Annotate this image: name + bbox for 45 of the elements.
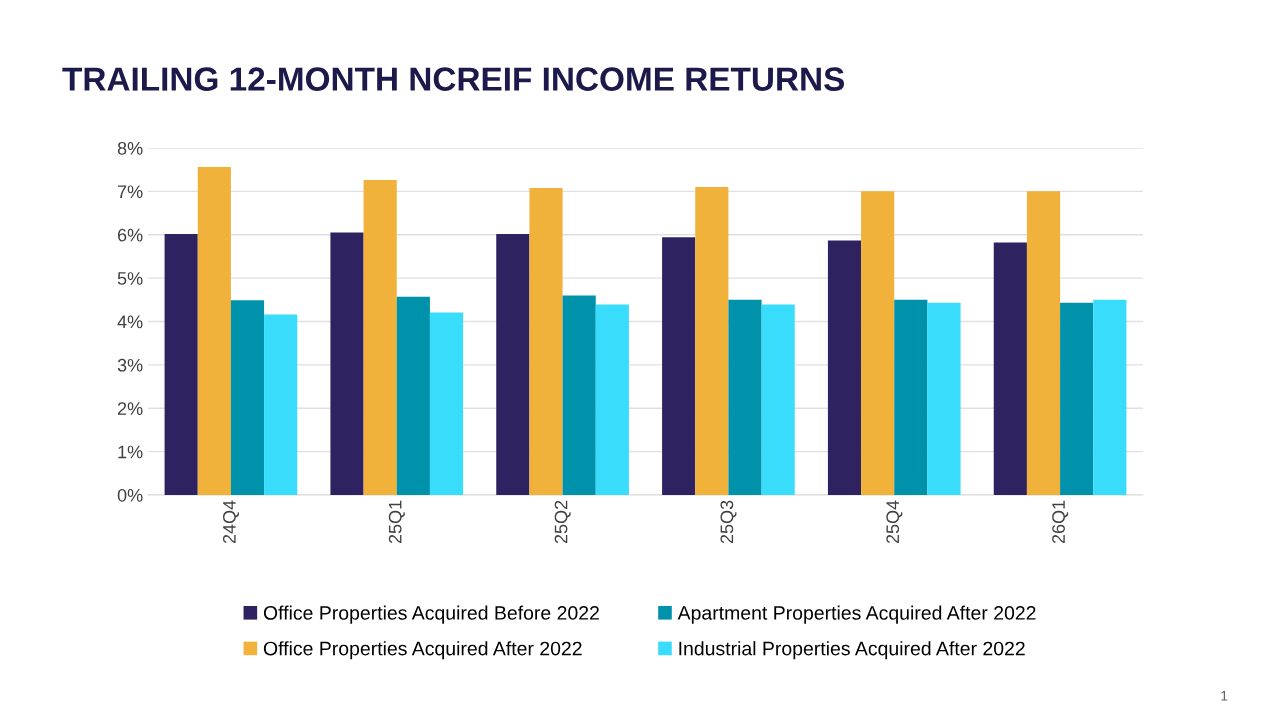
y-tick-label: 7% <box>117 185 143 199</box>
bar <box>164 233 198 495</box>
x-tick-label: 25Q2 <box>554 500 571 544</box>
bar <box>662 237 696 495</box>
y-tick-label: 4% <box>117 315 143 329</box>
bar <box>529 187 563 495</box>
bar <box>695 187 729 495</box>
bar <box>396 296 430 495</box>
x-tick-label: 25Q3 <box>720 500 737 544</box>
y-tick-label: 3% <box>117 358 143 372</box>
y-tick-label: 2% <box>117 402 143 415</box>
bar <box>728 299 762 495</box>
bar <box>330 232 364 495</box>
y-tick-label: 5% <box>117 272 143 285</box>
bar <box>894 299 928 495</box>
bar <box>827 240 862 495</box>
legend-label: Apartment Properties Acquired After 2022 <box>677 605 1036 624</box>
bar <box>1093 299 1127 495</box>
y-tick-label: 8% <box>117 141 143 155</box>
y-tick-label: 1% <box>118 445 143 459</box>
bar <box>861 191 895 495</box>
bar <box>1060 302 1094 495</box>
text: 1 <box>1221 691 1228 701</box>
bar <box>1026 191 1061 495</box>
y-tick-label: 0% <box>117 488 143 502</box>
bar <box>595 304 629 495</box>
legend-label: Office Properties Acquired After 2022 <box>263 641 582 660</box>
bar <box>197 167 231 495</box>
bar <box>927 302 961 495</box>
bar <box>429 312 464 495</box>
y-tick-label: 6% <box>117 228 143 242</box>
legend-label: Industrial Properties Acquired After 2022 <box>679 641 1025 660</box>
bar <box>993 242 1027 495</box>
x-tick-label: 25Q1 <box>388 500 405 544</box>
legend-label: Office Properties Acquired Before 2022 <box>263 605 599 624</box>
chart-title: TRAILING 12-MONTH NCREIF INCOME RETURNS <box>62 67 845 91</box>
x-tick-label: 25Q4 <box>886 500 903 544</box>
bar <box>496 233 530 495</box>
x-tick-label: 24Q4 <box>222 500 239 544</box>
bar <box>230 300 265 495</box>
bar <box>264 314 298 495</box>
bar <box>562 295 596 495</box>
bar <box>761 304 795 495</box>
x-tick-label: 26Q1 <box>1052 500 1069 544</box>
bar <box>363 180 397 495</box>
